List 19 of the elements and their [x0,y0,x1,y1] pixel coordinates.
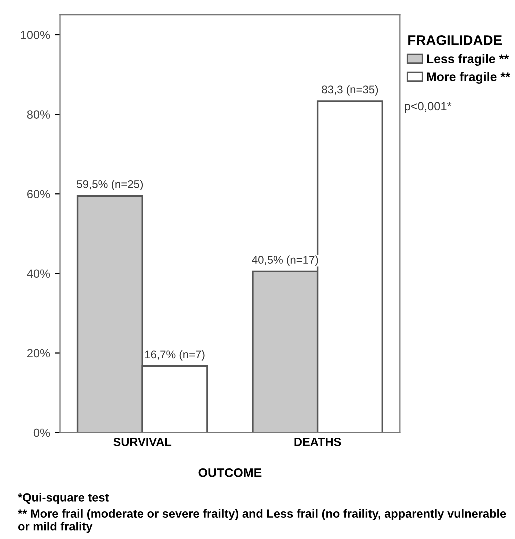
data-label: 83,3 (n=35) [322,86,378,96]
data-label: 59,5% (n=25) [77,180,144,191]
text: *Qui-square test [18,493,110,504]
x-tick-label: DEATHS [294,438,342,446]
data-label: 16,7% (n=7) [145,350,205,361]
y-tick-label: 40% [27,270,50,278]
y-tick-label: 60% [28,190,50,199]
y-tick-label: 100% [21,31,50,40]
x-axis-title: OUTCOME [198,468,262,478]
legend-label: Less fragile ** [427,54,510,66]
legend-label: More fragile ** [427,72,510,84]
y-tick-label: 0% [34,428,50,438]
text: ** More frail (moderate or severe frailty) and Less frail (no fraility, apparently vulnerable or mild frality [18,509,506,534]
legend-title: FRAGILIDADE [408,35,502,46]
data-label: 40,5% (n=17) [252,256,318,266]
text: p<0,001* [405,102,452,113]
y-tick-label: 80% [27,110,50,119]
y-tick-label: 20% [28,349,50,358]
x-tick-label: SURVIVAL [114,438,172,446]
